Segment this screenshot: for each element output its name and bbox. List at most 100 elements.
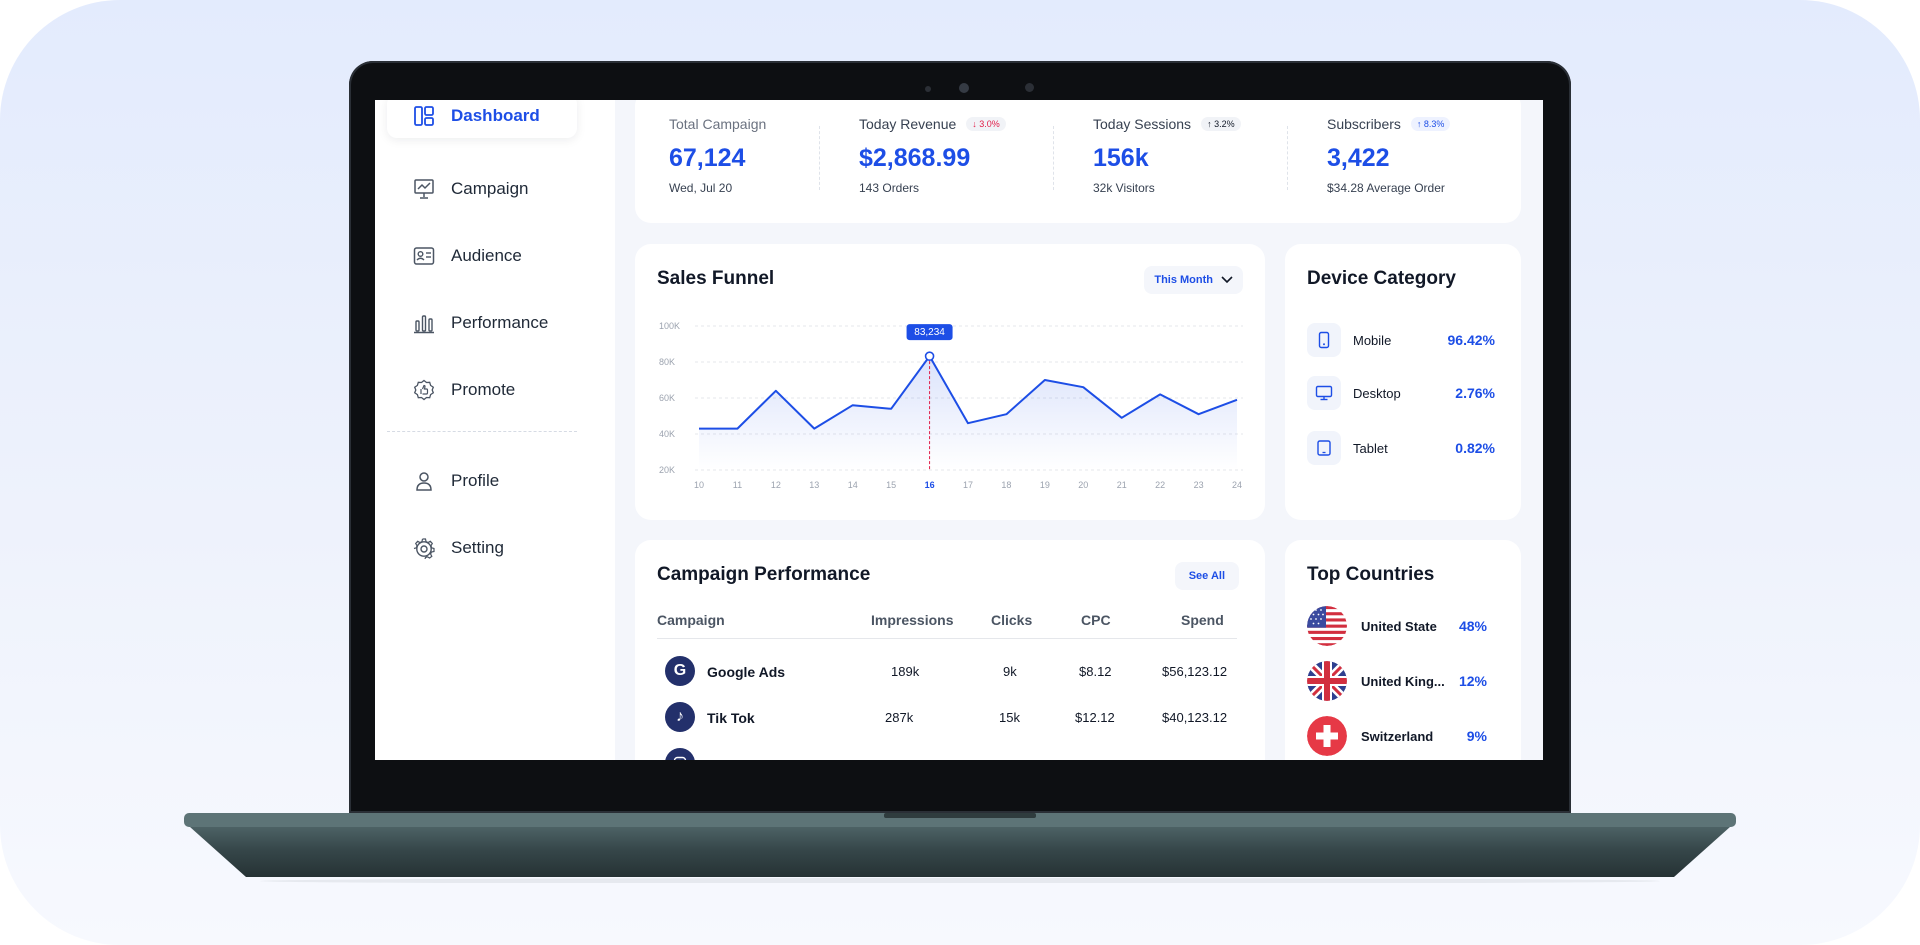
x-tick-label: 17 [963,480,973,490]
card-title: Sales Funnel [657,268,775,289]
period-dropdown[interactable]: This Month [1144,266,1243,294]
x-tick-label: 15 [886,480,896,490]
stat-divider [1287,126,1288,190]
stat-sub: $34.28 Average Order [1327,181,1445,195]
sidebar-item-campaign[interactable]: Campaign [387,167,577,211]
chevron-down-icon [1221,276,1233,284]
stat-divider [819,126,820,190]
y-tick-label: 80K [659,357,675,367]
stat-value: $2,868.99 [859,144,971,172]
sidebar-item-performance[interactable]: Performance [387,301,577,345]
stat-label: Today Revenue [859,116,957,132]
card-title: Device Category [1307,268,1456,289]
gear-icon [413,538,435,559]
device-percent: 0.82% [1455,440,1495,456]
device-percent: 96.42% [1447,332,1495,348]
card-title: Top Countries [1307,564,1435,585]
stat-subscribers: Subscribers ↑ 8.3% 3,422 $34.28 Average … [1327,116,1451,195]
instagram-logo-icon [665,748,695,760]
x-tick-label: 23 [1194,480,1204,490]
sidebar-item-audience[interactable]: Audience [387,234,577,278]
card-title: Campaign Performance [657,564,871,585]
clicks-value: 9k [1003,664,1017,679]
x-tick-label: 20 [1078,480,1088,490]
sidebar-item-label: Dashboard [451,106,540,125]
sidebar-item-label: Promote [451,380,516,399]
campaign-performance-card: Campaign Performance See All Campaign Im… [635,540,1265,760]
spend-value: $40,123.12 [1162,710,1228,725]
country-percent: 48% [1458,618,1487,634]
highlight-value-label: 83,234 [914,327,945,338]
x-tick-label: 19 [1040,480,1050,490]
y-tick-label: 20K [659,465,675,475]
x-tick-label: 16 [925,480,935,490]
campaign-name[interactable]: Google Ads [707,664,786,680]
sales-funnel-card: Sales Funnel This Month 100K 80K 60K 40K 20K… [635,244,1265,520]
column-header-spend: Spend [1181,612,1224,628]
country-row[interactable]: Switzerland 9% [1307,716,1487,756]
bar-chart-icon [414,315,434,334]
impressions-value: 287k [885,710,914,725]
stats-card: Total Campaign 67,124 Wed, Jul 20 Today … [635,100,1521,223]
sidebar-item-setting[interactable]: Setting [387,526,577,570]
device-name: Desktop [1353,385,1401,401]
x-tick-label: 22 [1155,480,1165,490]
sidebar-divider [387,431,577,432]
y-tick-label: 40K [659,429,675,439]
sidebar-item-profile[interactable]: Profile [387,459,577,503]
stat-sub: 32k Visitors [1093,181,1155,195]
highlight-tooltip [906,324,953,341]
stat-today-sessions: Today Sessions ↑ 3.2% 156k 32k Visitors [1093,116,1241,195]
country-percent: 12% [1458,673,1487,689]
campaign-name[interactable]: Tik Tok [707,710,755,726]
device-row-desktop: Desktop 2.76% [1307,375,1495,411]
column-header-cpc: CPC [1081,612,1111,628]
google-logo-icon: G [665,656,695,686]
sidebar-item-dashboard[interactable]: Dashboard [387,100,577,138]
column-header-impressions: Impressions [871,612,954,628]
impressions-value: 189k [891,664,920,679]
sidebar-item-label: Setting [451,538,504,557]
device-name: Mobile [1353,332,1392,348]
stat-label: Today Sessions [1093,116,1192,132]
stat-sub: Wed, Jul 20 [669,181,733,195]
sidebar-item-label: Campaign [451,179,529,198]
camera-icon [959,83,969,93]
stat-value: 156k [1093,144,1149,172]
x-tick-label: 12 [771,480,781,490]
sales-funnel-chart: 100K 80K 60K 40K 20K 10 11 12 13 14 15 16 17 18 19 20 21… [659,321,1243,490]
stat-value: 3,422 [1327,144,1390,172]
spend-value: $56,123.12 [1162,664,1228,679]
stat-total-campaign: Total Campaign 67,124 Wed, Jul 20 [669,116,766,195]
sensor-dot [1025,83,1034,92]
series-line [699,355,1238,430]
device-row-tablet: Tablet 0.82% [1307,430,1495,466]
top-countries-card: Top Countries [1285,540,1521,760]
sensor-dot [925,86,931,92]
x-tick-label: 18 [1001,480,1011,490]
stat-today-revenue: Today Revenue ↓ 3.0% $2,868.99 143 Order… [859,116,1006,195]
uk-flag-icon [1307,661,1347,701]
sidebar-item-promote[interactable]: Promote [387,368,577,412]
stat-divider [1053,126,1054,190]
country-row[interactable]: United State 48% [1307,606,1487,646]
user-icon [416,472,432,491]
device-row-mobile: Mobile 96.42% [1307,322,1495,358]
stat-sub: 143 Orders [859,181,920,195]
stat-value: 67,124 [669,144,746,172]
tablet-icon [1307,431,1341,465]
sidebar: Dashboard Campaign Audience [375,100,615,760]
table-divider [657,638,1237,639]
id-card-icon [413,247,435,265]
presentation-chart-icon [414,179,434,199]
country-row[interactable]: United King... 12% [1307,661,1487,701]
y-tick-label: 60K [659,393,675,403]
see-all-button[interactable]: See All [1174,562,1239,590]
stat-label: Total Campaign [669,116,767,132]
app-screen: Dashboard Campaign Audience [375,100,1543,760]
country-name: Switzerland [1361,728,1434,744]
device-name: Tablet [1353,440,1388,456]
change-badge: ↓ 3.0% [966,117,1006,131]
desktop-icon [1307,376,1341,410]
change-badge: ↑ 3.2% [1201,117,1241,131]
